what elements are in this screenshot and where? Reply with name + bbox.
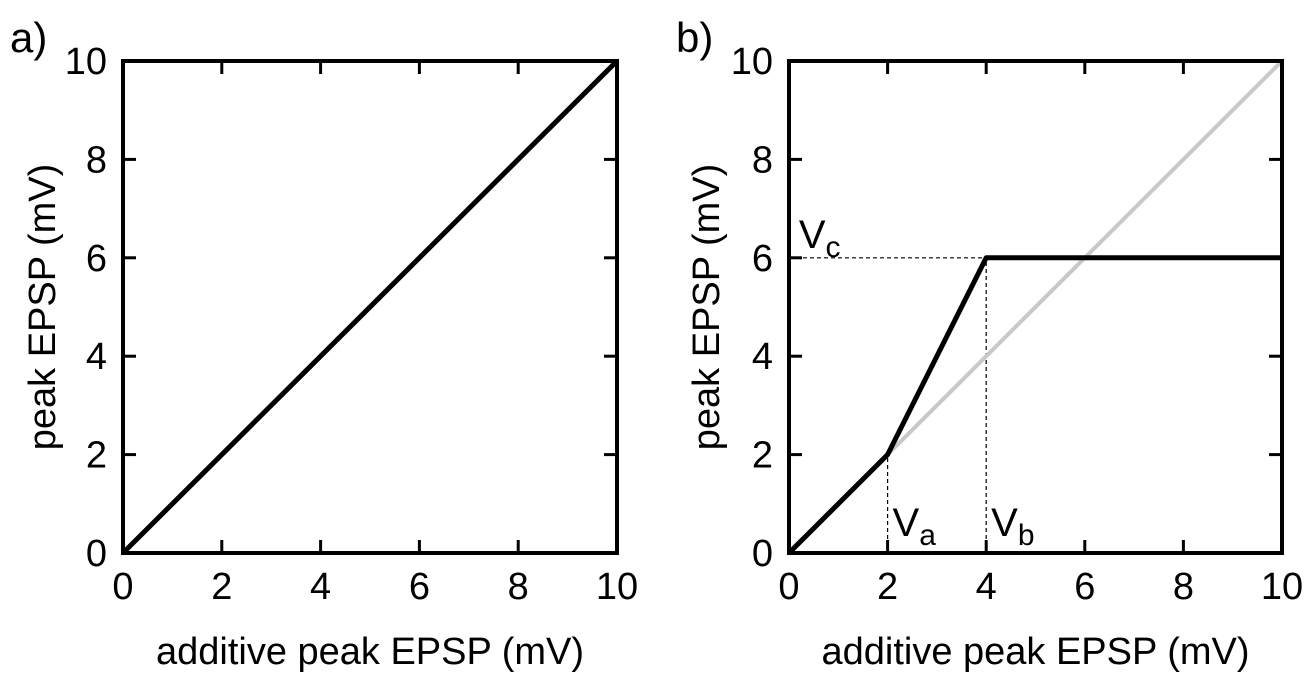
y-tick-label: 0	[752, 533, 773, 575]
x-axis-label: additive peak EPSP (mV)	[821, 631, 1249, 673]
annotation-vc: Vc	[799, 213, 841, 264]
panel-label: a)	[10, 14, 47, 61]
panel-label: b)	[676, 14, 713, 61]
x-tick-label: 0	[112, 566, 133, 608]
x-tick-label: 8	[508, 566, 529, 608]
x-tick-label: 0	[778, 566, 799, 608]
annotation-vb: Vb	[991, 501, 1034, 552]
y-axis-label: peak EPSP (mV)	[22, 164, 64, 451]
series-line-1	[787, 255, 1282, 555]
y-tick-label: 6	[86, 238, 107, 280]
y-tick-label: 2	[86, 435, 107, 477]
y-tick-label: 8	[86, 139, 107, 181]
y-tick-label: 0	[86, 533, 107, 575]
annotation-va: Va	[893, 501, 937, 552]
y-tick-label: 4	[86, 336, 107, 378]
x-tick-label: 6	[409, 566, 430, 608]
y-tick-label: 10	[65, 41, 107, 83]
panel-b: 0 2 4 6 8 10 0 2 4 6 8 10 additive peak EPSP (mV) pea…	[676, 14, 1303, 673]
plot-frame	[121, 59, 619, 555]
x-axis-label: additive peak EPSP (mV)	[156, 631, 584, 673]
panel-a: 0 2 4 6 8 10 0 2 4 6 8 10 additive peak EPSP (mV) pea…	[10, 14, 638, 673]
x-tick-label: 10	[596, 566, 638, 608]
series-line-0	[121, 59, 619, 555]
y-axis-label: peak EPSP (mV)	[686, 164, 728, 451]
x-tick-label: 4	[976, 566, 997, 608]
y-tick-label: 10	[731, 41, 773, 83]
y-tick-label: 6	[752, 238, 773, 280]
y-tick-label: 8	[752, 139, 773, 181]
y-tick-label: 2	[752, 435, 773, 477]
x-tick-label: 2	[211, 566, 232, 608]
x-tick-label: 10	[1261, 566, 1303, 608]
plot-frame	[787, 59, 1284, 555]
x-tick-label: 2	[877, 566, 898, 608]
y-tick-label: 4	[752, 336, 773, 378]
x-tick-label: 6	[1074, 566, 1095, 608]
x-tick-label: 8	[1173, 566, 1194, 608]
x-tick-label: 4	[310, 566, 331, 608]
